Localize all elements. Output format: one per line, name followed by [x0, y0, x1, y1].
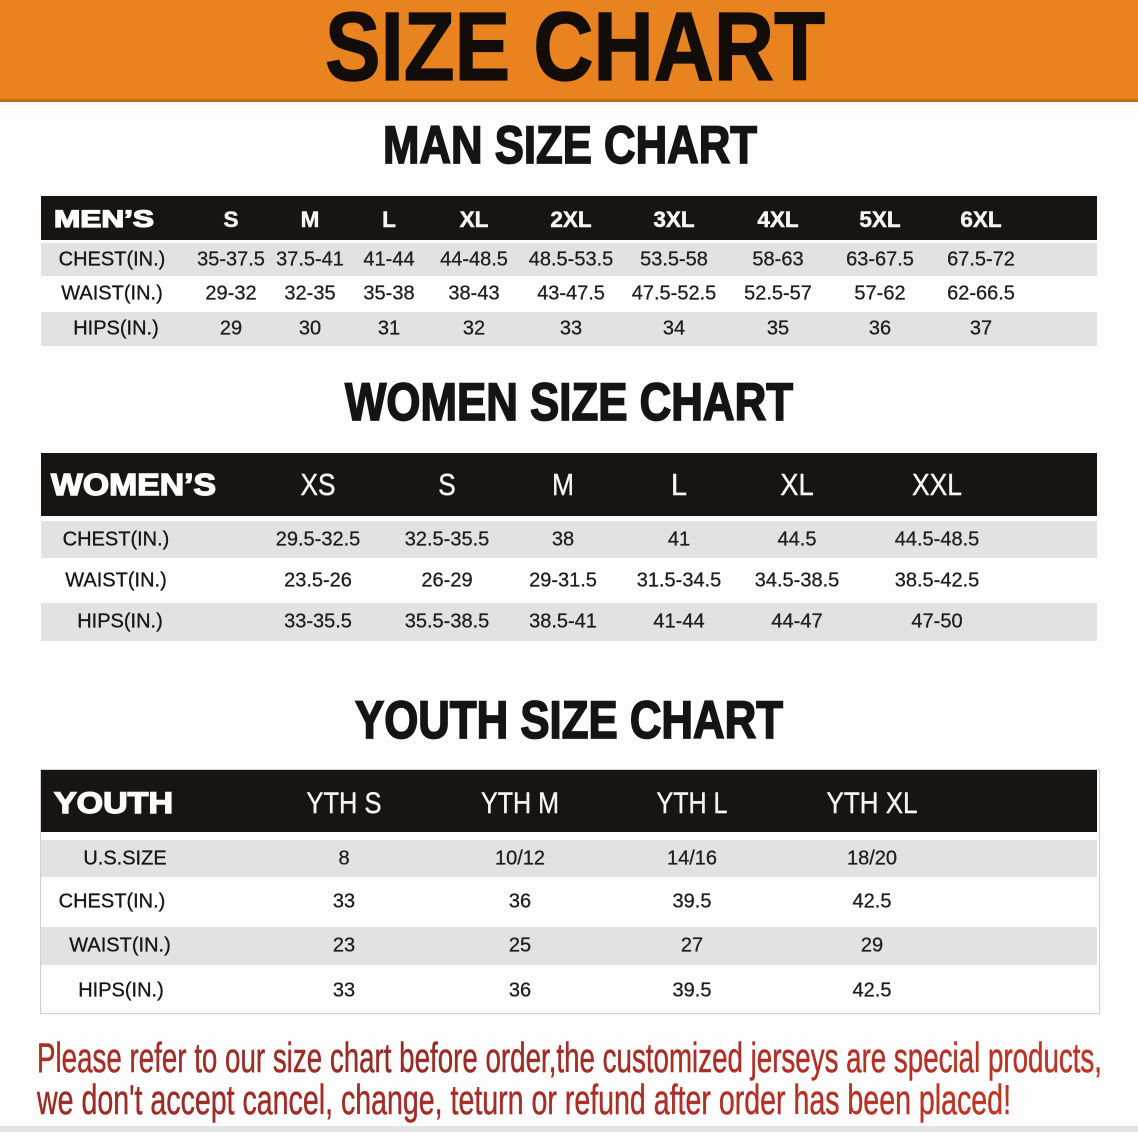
svg-text:XL: XL — [780, 467, 814, 502]
svg-text:MEN’S: MEN’S — [54, 206, 154, 233]
svg-text:6XL: 6XL — [960, 207, 1002, 232]
svg-text:5XL: 5XL — [859, 207, 901, 232]
svg-text:S: S — [223, 207, 238, 232]
svg-text:M: M — [552, 467, 574, 502]
svg-text:S: S — [438, 467, 456, 502]
svg-text:2XL: 2XL — [550, 207, 592, 232]
svg-text:MAN SIZE CHART: MAN SIZE CHART — [383, 116, 757, 175]
svg-text:YTH S: YTH S — [307, 787, 382, 820]
svg-text:YTH M: YTH M — [481, 787, 559, 820]
svg-text:YTH XL: YTH XL — [827, 787, 918, 820]
svg-text:XS: XS — [301, 467, 336, 502]
svg-text:XXL: XXL — [912, 467, 962, 502]
svg-text:we don't accept cancel, change: we don't accept cancel, change, teturn o… — [36, 1076, 1011, 1123]
svg-text:WOMEN SIZE CHART: WOMEN SIZE CHART — [345, 373, 793, 432]
svg-text:Please refer to our size chart: Please refer to our size chart before or… — [37, 1034, 1102, 1081]
svg-text:L: L — [382, 207, 396, 232]
svg-text:L: L — [671, 467, 687, 502]
svg-text:4XL: 4XL — [757, 207, 799, 232]
svg-text:M: M — [301, 207, 320, 232]
svg-text:WOMEN’S: WOMEN’S — [51, 467, 216, 502]
svg-text:SIZE CHART: SIZE CHART — [325, 0, 825, 101]
svg-text:XL: XL — [460, 207, 489, 232]
svg-text:YTH L: YTH L — [657, 787, 728, 820]
svg-text:3XL: 3XL — [653, 207, 695, 232]
svg-text:YOUTH: YOUTH — [54, 787, 173, 820]
svg-text:YOUTH SIZE CHART: YOUTH SIZE CHART — [355, 691, 783, 750]
